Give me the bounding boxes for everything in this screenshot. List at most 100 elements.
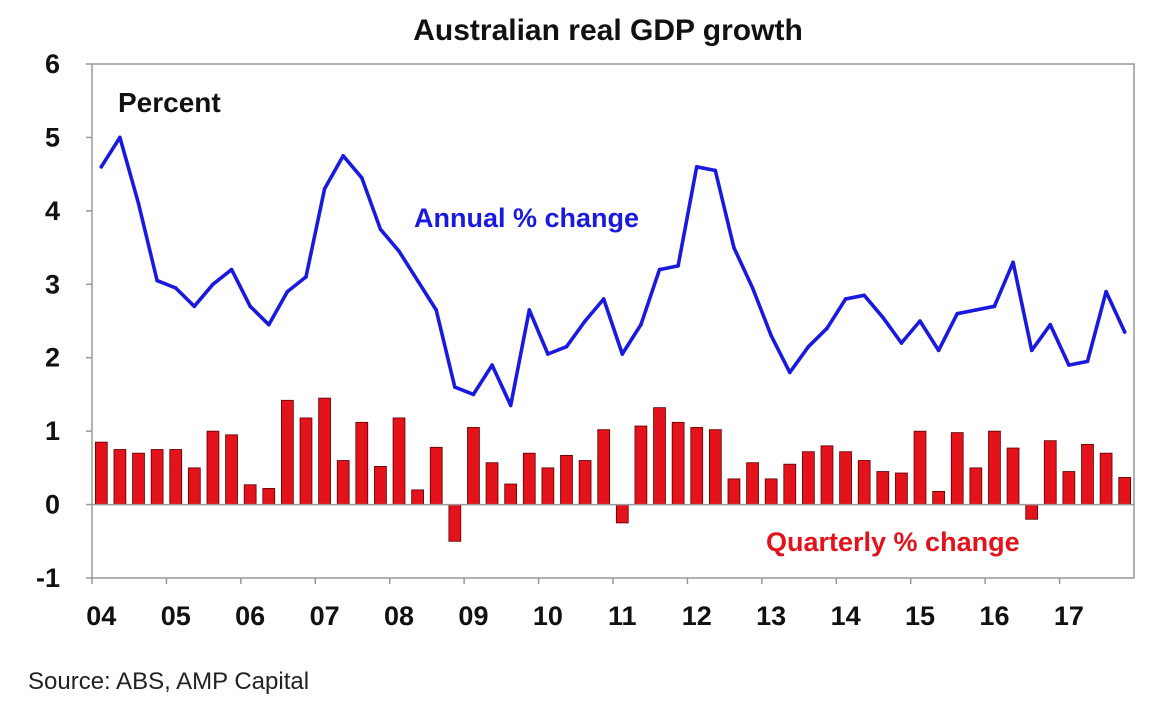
- quarterly-bar: [988, 430, 1001, 505]
- annual-point: [527, 308, 532, 312]
- quarterly-bar: [1025, 504, 1039, 520]
- quarterly-bar: [150, 449, 164, 505]
- annual-point: [322, 187, 327, 191]
- annual-change-line: [99, 135, 1127, 408]
- quarterly-bar: [392, 417, 406, 505]
- quarterly-bar: [690, 427, 704, 505]
- annual-point: [750, 286, 755, 290]
- annual-point: [248, 304, 252, 309]
- quarterly-bar: [281, 399, 294, 505]
- quarterly-bar: [764, 478, 778, 505]
- quarterly-bar: [169, 449, 183, 505]
- annual-point: [843, 297, 848, 301]
- y-axis: -1 0 1 2 3 4 5 6: [36, 49, 92, 593]
- quarterly-bar: [522, 452, 536, 505]
- annual-point: [1104, 289, 1108, 294]
- annual-point: [806, 344, 811, 349]
- quarterly-bar: [820, 445, 834, 505]
- annual-point: [657, 267, 662, 272]
- unit-label: Percent: [118, 87, 221, 118]
- annual-point: [304, 275, 308, 279]
- annual-point: [639, 322, 643, 327]
- annual-point: [694, 165, 699, 169]
- quarterly-bar: [355, 421, 369, 505]
- annual-point: [1122, 330, 1127, 334]
- annual-point: [1067, 363, 1071, 367]
- annual-point: [1029, 348, 1034, 353]
- annual-point: [508, 403, 513, 408]
- annual-point: [862, 293, 866, 298]
- quarterly-bar: [560, 454, 573, 505]
- annual-point: [118, 135, 122, 140]
- quarterly-bar: [634, 425, 648, 505]
- quarterly-bar: [132, 452, 145, 505]
- y-tick-label: 0: [45, 490, 60, 520]
- quarterly-bar: [597, 429, 611, 505]
- x-tick-label: 16: [979, 601, 1009, 631]
- quarterly-bar: [671, 421, 685, 505]
- x-tick-label: 06: [235, 601, 265, 631]
- quarterly-bar: [746, 462, 759, 505]
- y-tick-label: 6: [45, 49, 60, 79]
- quarterly-bar: [653, 407, 666, 505]
- annual-point: [974, 308, 978, 312]
- x-tick-label: 17: [1054, 601, 1084, 631]
- x-tick-label: 13: [756, 601, 786, 631]
- quarterly-bar: [932, 490, 945, 505]
- chart-title: Australian real GDP growth: [413, 14, 803, 47]
- quarterly-bar: [895, 472, 908, 505]
- annual-point: [1011, 260, 1015, 265]
- y-tick-label: 3: [45, 269, 60, 299]
- quarterly-bar: [541, 467, 555, 505]
- x-tick-label: 15: [905, 601, 935, 631]
- annual-point: [732, 245, 736, 250]
- x-tick-label: 07: [310, 601, 340, 631]
- annual-point: [918, 319, 922, 323]
- quarterly-bar: [969, 467, 983, 505]
- y-tick-label: 5: [45, 122, 60, 152]
- annual-point: [155, 278, 159, 283]
- annual-point: [192, 304, 197, 309]
- quarterly-bar: [578, 460, 592, 505]
- annual-point: [992, 304, 997, 309]
- quarterly-bar: [94, 441, 108, 505]
- annual-point: [397, 249, 401, 254]
- y-tick-label: 1: [45, 416, 60, 446]
- quarterly-bar: [504, 483, 518, 505]
- quarterly-bar: [857, 460, 871, 505]
- quarterly-bar: [1062, 471, 1076, 505]
- quarterly-bar: [1118, 477, 1132, 505]
- annual-point: [99, 165, 104, 169]
- quarterly-bar: [374, 465, 387, 505]
- annual-point: [601, 297, 606, 301]
- annual-point: [546, 352, 550, 356]
- quarterly-bar: [876, 471, 890, 505]
- quarterly-bar: [615, 504, 629, 524]
- quarterly-bar: [1043, 440, 1057, 505]
- annual-point: [360, 176, 364, 180]
- annual-point: [229, 267, 234, 272]
- quarterly-bar: [783, 463, 797, 505]
- annual-point: [211, 282, 215, 287]
- annual-point: [378, 227, 383, 232]
- annual-point: [881, 315, 885, 320]
- annual-point: [955, 311, 960, 316]
- y-tick-label: 4: [45, 196, 60, 226]
- quarterly-bar: [225, 434, 238, 505]
- x-tick-label: 10: [533, 601, 563, 631]
- annual-point: [285, 289, 290, 294]
- quarterly-bar: [1006, 447, 1020, 505]
- annual-point: [787, 370, 792, 375]
- quarterly-bar: [913, 430, 927, 505]
- annual-point: [899, 341, 904, 345]
- x-tick-label: 04: [86, 601, 116, 631]
- quarterly-bar: [243, 484, 257, 505]
- quarterly-bar: [206, 430, 220, 505]
- x-axis: 04 05 06 07 08 09 10 11 12 13 14 15 16 17: [86, 578, 1084, 631]
- x-tick-label: 09: [458, 601, 488, 631]
- annual-point: [769, 333, 773, 338]
- annual-point: [415, 278, 420, 283]
- quarterly-bar: [727, 478, 741, 505]
- quarterly-bar: [950, 432, 964, 505]
